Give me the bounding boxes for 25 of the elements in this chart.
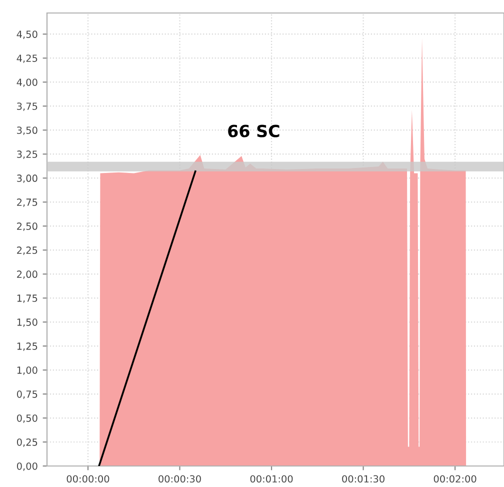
x-tick-label: 00:01:30 [342,475,384,483]
y-tick-label: 3,00 [17,174,38,183]
y-tick-label: 2,50 [17,222,38,231]
y-tick-label: 1,25 [17,342,38,351]
y-tick-label: 1,50 [17,318,38,327]
x-tick-label: 00:02:00 [434,475,476,483]
y-tick-label: 3,50 [17,126,38,135]
y-tick-label: 4,00 [16,78,38,87]
y-tick-label: 0,00 [16,462,38,471]
annotation: 66 SC [228,124,280,138]
y-tick-label: 0,50 [16,414,38,423]
y-tick-label: 1,00 [17,366,38,375]
y-tick-label: 0,25 [16,438,38,447]
y-tick-label: 2,75 [17,198,38,207]
x-tick-label: 00:00:30 [158,475,201,483]
y-tick-label: 2,25 [17,246,38,255]
x-tick-label: 00:01:00 [250,475,293,483]
y-tick-label: 4,25 [16,54,38,63]
y-tick-label: 4,50 [16,30,38,39]
x-tick-label: 00:00:00 [66,475,110,483]
y-tick-label: 3,25 [17,150,38,159]
y-tick-label: 2,00 [17,270,38,279]
y-tick-label: 3,75 [17,102,38,111]
y-tick-label: 0,75 [16,390,38,399]
y-tick-label: 1,75 [17,294,38,303]
